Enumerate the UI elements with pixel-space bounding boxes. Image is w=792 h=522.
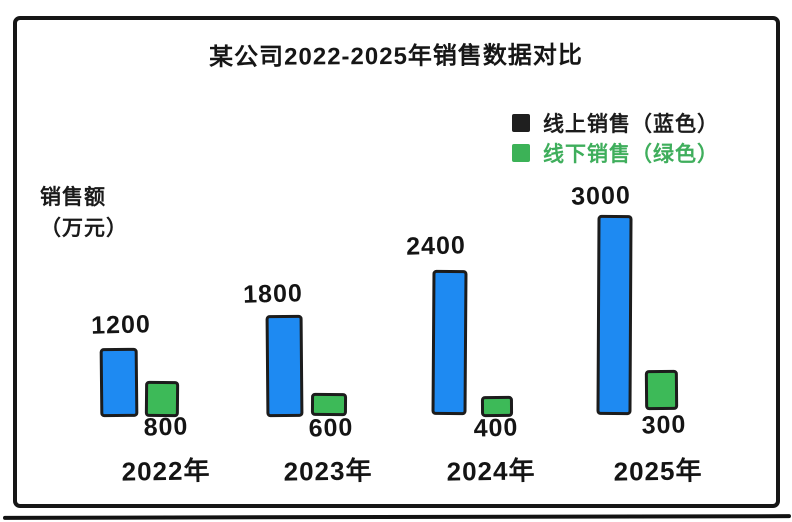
legend-swatch-offline-icon	[512, 144, 530, 162]
bar-offline-2022	[144, 380, 180, 418]
y-axis-label: 销售额 （万元）	[40, 182, 128, 244]
value-label-offline-2025: 300	[641, 410, 687, 440]
bar-offline-2023	[310, 392, 348, 417]
chart-title: 某公司2022-2025年销售数据对比	[209, 42, 583, 71]
value-label-online-2024: 2400	[405, 231, 467, 261]
category-label-2022: 2022年	[121, 455, 211, 487]
bar-online-2025	[596, 214, 633, 416]
legend-label-online: 线上销售（蓝色）	[543, 113, 719, 136]
legend-item-online: 线上销售（蓝色）	[512, 108, 719, 138]
category-label-2024: 2024年	[446, 455, 536, 487]
category-label-2023: 2023年	[283, 455, 373, 487]
value-label-offline-2023: 600	[308, 413, 354, 443]
value-label-online-2025: 3000	[570, 181, 632, 211]
value-label-offline-2022: 800	[143, 412, 189, 442]
legend-label-offline: 线下销售（绿色）	[543, 143, 719, 166]
value-label-offline-2024: 400	[473, 413, 519, 443]
bar-online-2022	[99, 347, 139, 418]
frame-bottom-shadow-line	[2, 514, 792, 520]
category-label-2025: 2025年	[613, 455, 703, 487]
y-axis-label-line2: （万元）	[40, 217, 128, 240]
y-axis-label-line1: 销售额	[40, 186, 106, 209]
bar-online-2023	[265, 314, 304, 418]
chart-frame	[13, 16, 780, 508]
bar-online-2024	[431, 269, 468, 416]
legend-swatch-online-icon	[512, 114, 530, 132]
legend-item-offline: 线下销售（绿色）	[512, 138, 719, 168]
bar-offline-2025	[644, 369, 679, 411]
value-label-online-2022: 1200	[90, 310, 152, 340]
value-label-online-2023: 1800	[242, 279, 304, 309]
legend: 线上销售（蓝色） 线下销售（绿色）	[512, 108, 719, 168]
